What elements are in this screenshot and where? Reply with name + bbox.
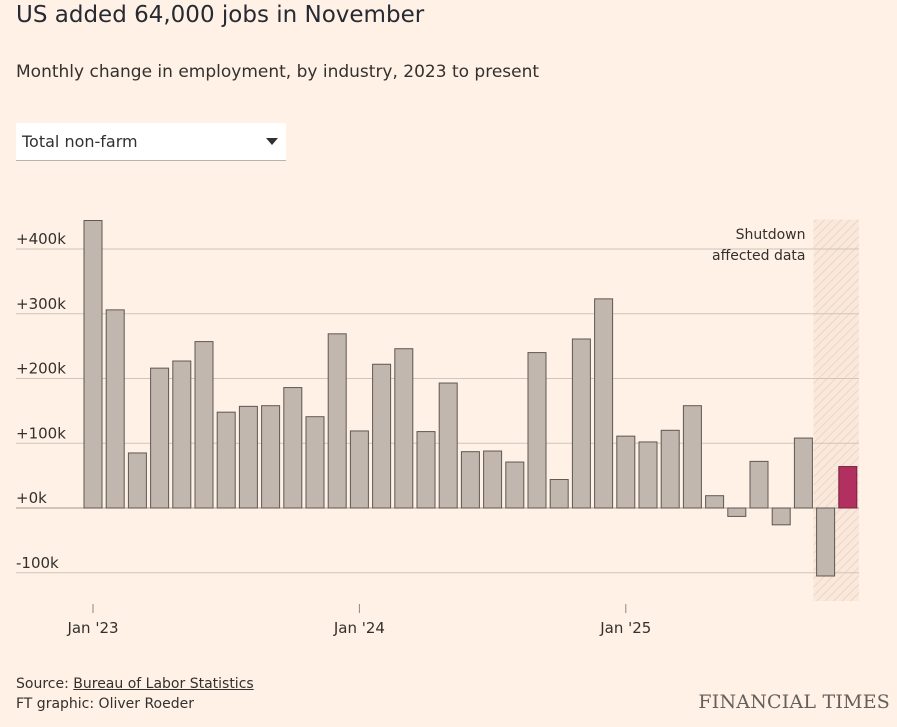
chart-subtitle: Monthly change in employment, by industr…	[16, 62, 540, 82]
bar-jan-24[interactable]	[349, 430, 369, 509]
bar-oct-24[interactable]	[549, 479, 569, 509]
bar-oct-23[interactable]	[283, 387, 303, 509]
bar-dec-23[interactable]	[327, 333, 347, 509]
bar-apr-25[interactable]	[682, 405, 702, 509]
bar-oct-25[interactable]	[816, 507, 836, 577]
bar-nov-25[interactable]	[838, 466, 858, 509]
bar-sep-23[interactable]	[261, 405, 281, 509]
bar-apr-23[interactable]	[150, 367, 170, 509]
source-line: Source: Bureau of Labor Statistics	[16, 676, 254, 692]
y-tick-label: +100k	[16, 424, 66, 442]
bar-nov-23[interactable]	[305, 416, 325, 509]
bar-mar-23[interactable]	[127, 452, 147, 509]
y-tick-label: -100k	[16, 554, 59, 572]
bar-nov-24[interactable]	[571, 338, 591, 509]
bar-jul-25[interactable]	[749, 460, 769, 509]
y-tick-label: +0k	[16, 489, 47, 507]
bar-aug-24[interactable]	[505, 461, 525, 509]
industry-select-value: Total non-farm	[22, 132, 138, 151]
bar-jul-24[interactable]	[483, 450, 503, 509]
bar-jun-24[interactable]	[460, 451, 480, 509]
x-tick-label: Jan '23	[66, 619, 118, 637]
bar-jun-23[interactable]	[194, 341, 214, 509]
bar-feb-24[interactable]	[372, 363, 392, 509]
credit-line: FT graphic: Oliver Roeder	[16, 696, 194, 712]
bar-mar-24[interactable]	[394, 348, 414, 509]
bar-dec-24[interactable]	[594, 298, 614, 509]
y-tick-label: +400k	[16, 230, 66, 248]
bar-mar-25[interactable]	[660, 429, 680, 509]
bar-may-24[interactable]	[438, 382, 458, 509]
chart-title: US added 64,000 jobs in November	[16, 2, 425, 28]
bar-jun-25[interactable]	[727, 507, 747, 517]
shutdown-label-line2: affected data	[712, 248, 806, 264]
shutdown-label-line1: Shutdown	[736, 227, 806, 243]
bar-aug-25[interactable]	[771, 507, 791, 526]
bar-jan-23[interactable]	[83, 220, 103, 509]
bar-jul-23[interactable]	[216, 411, 236, 509]
bar-chart: -100k +0k +100k +200k +300k +400k Jan '23 Jan …	[16, 219, 859, 637]
y-tick-label: +200k	[16, 360, 66, 378]
bar-jan-25[interactable]	[616, 435, 636, 509]
bar-feb-25[interactable]	[638, 441, 658, 509]
x-tick-label: Jan '25	[599, 619, 651, 637]
x-tick-label: Jan '24	[333, 619, 385, 637]
ft-logo: FINANCIAL TIMES	[698, 691, 890, 713]
bar-sep-25[interactable]	[793, 437, 813, 509]
bar-may-25[interactable]	[705, 495, 725, 509]
source-prefix: Source:	[16, 676, 74, 692]
chevron-down-icon	[266, 138, 278, 145]
industry-select[interactable]: Total non-farm	[16, 123, 286, 161]
bar-sep-24[interactable]	[527, 352, 547, 509]
source-link[interactable]: Bureau of Labor Statistics	[73, 676, 254, 692]
bar-apr-24[interactable]	[416, 431, 436, 509]
y-tick-label: +300k	[16, 295, 66, 313]
bar-may-23[interactable]	[172, 360, 192, 509]
bar-feb-23[interactable]	[105, 309, 125, 509]
bar-aug-23[interactable]	[238, 405, 258, 509]
